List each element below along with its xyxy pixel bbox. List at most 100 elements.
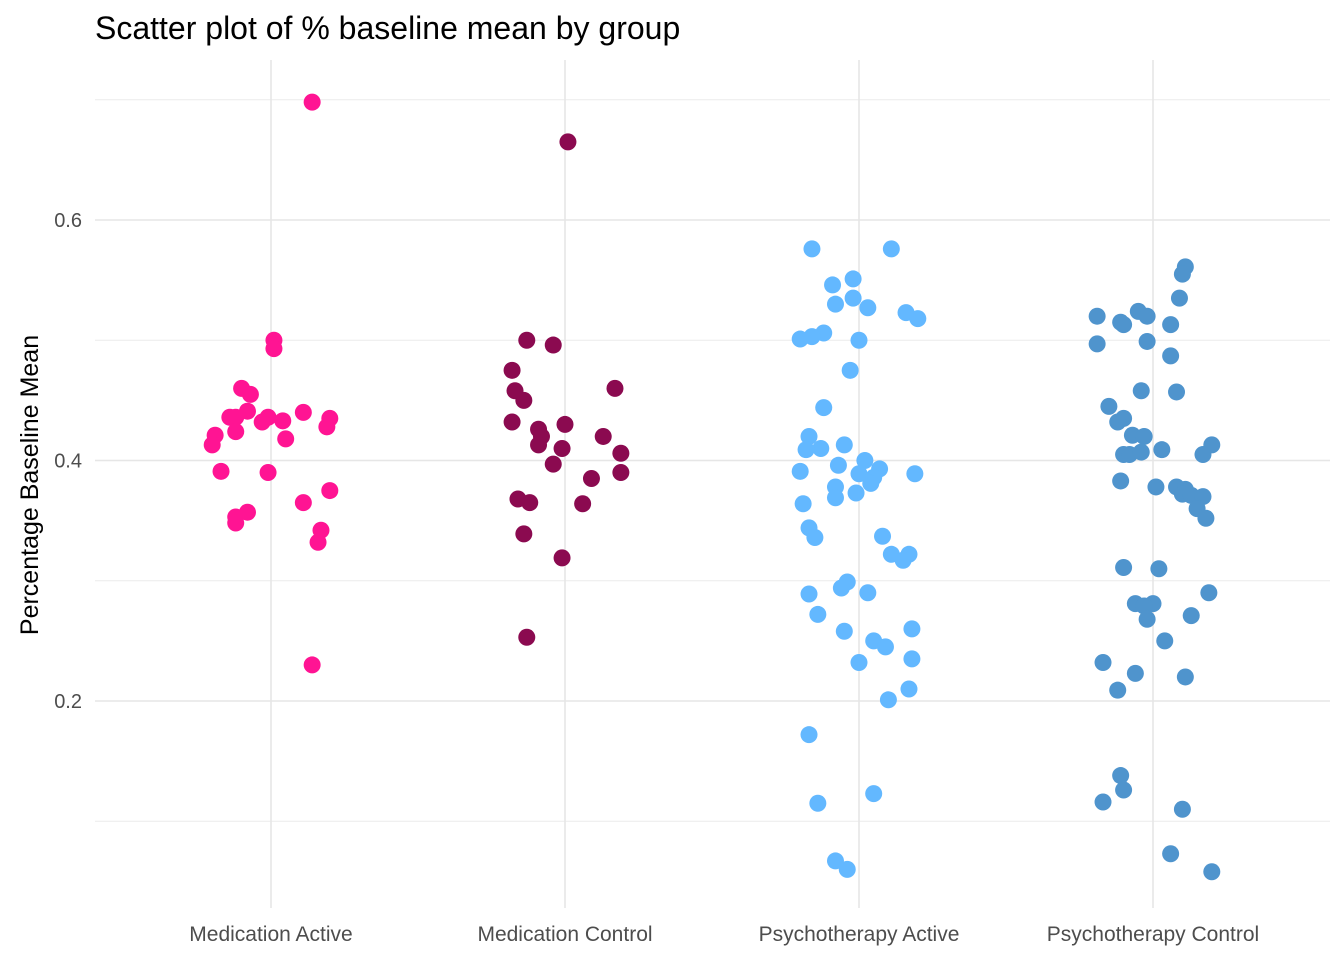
data-point — [1203, 863, 1221, 881]
data-point — [826, 489, 844, 507]
data-point — [882, 240, 900, 258]
x-tick-label: Psychotherapy Active — [759, 923, 960, 946]
data-point — [1109, 681, 1127, 699]
data-point — [1115, 316, 1133, 334]
data-point — [862, 474, 880, 492]
data-point — [594, 427, 612, 445]
data-point — [1132, 382, 1150, 400]
data-point — [1115, 559, 1133, 577]
data-point — [812, 439, 830, 457]
data-point — [903, 620, 921, 638]
x-axis-ticks: Medication Active Medication Control Psych… — [189, 923, 1259, 946]
data-point — [1197, 509, 1215, 527]
data-point — [794, 495, 812, 513]
data-point — [1100, 397, 1118, 415]
data-point — [826, 295, 844, 313]
data-point — [556, 415, 574, 433]
data-point — [876, 638, 894, 656]
data-point — [826, 852, 844, 870]
data-point — [582, 470, 600, 488]
data-point — [321, 482, 339, 500]
data-point — [879, 691, 897, 709]
y-tick-label: 0.2 — [54, 691, 82, 713]
data-point — [515, 391, 533, 409]
data-point — [844, 289, 862, 307]
data-point — [797, 441, 815, 459]
data-point — [530, 436, 548, 454]
data-point — [900, 680, 918, 698]
data-point — [521, 494, 539, 512]
data-point — [1135, 427, 1153, 445]
y-axis-ticks: 0.2 0.4 0.6 — [54, 210, 82, 713]
data-point — [824, 276, 842, 294]
data-point — [1126, 664, 1144, 682]
data-point — [1173, 800, 1191, 818]
data-point — [1094, 654, 1112, 672]
data-point — [909, 310, 927, 328]
data-point — [800, 726, 818, 744]
data-point — [1168, 383, 1186, 401]
data-point — [856, 452, 874, 469]
data-point — [847, 484, 865, 502]
data-point — [1162, 845, 1180, 863]
data-point — [503, 361, 521, 379]
data-point — [544, 336, 562, 354]
data-point — [1112, 472, 1130, 490]
data-point — [874, 527, 892, 545]
data-point — [606, 379, 624, 397]
x-tick-label: Medication Control — [477, 923, 652, 946]
data-point — [612, 464, 630, 482]
data-point — [518, 331, 536, 349]
data-point — [1088, 335, 1106, 353]
data-point — [844, 270, 862, 288]
data-point — [1162, 316, 1180, 334]
data-point — [1170, 289, 1188, 307]
data-point — [835, 622, 853, 640]
x-tick-label: Medication Active — [189, 923, 352, 946]
data-point — [835, 436, 853, 454]
data-point — [294, 494, 312, 512]
data-point — [841, 361, 859, 379]
y-tick-label: 0.6 — [54, 210, 82, 232]
data-point — [559, 133, 577, 151]
y-tick-label: 0.4 — [54, 451, 82, 473]
data-point — [1150, 560, 1168, 578]
data-point — [503, 413, 521, 431]
data-point — [303, 93, 321, 111]
data-point — [227, 423, 245, 441]
x-tick-label: Psychotherapy Control — [1047, 923, 1259, 946]
data-point — [859, 584, 877, 602]
data-point — [515, 525, 533, 543]
data-point — [1147, 478, 1165, 496]
data-point — [1138, 610, 1156, 628]
data-point — [303, 656, 321, 674]
data-points — [203, 93, 1221, 881]
data-point — [1153, 441, 1171, 459]
data-point — [809, 605, 827, 623]
data-point — [894, 551, 912, 569]
data-point — [803, 240, 821, 258]
data-point — [1094, 793, 1112, 811]
data-point — [1194, 445, 1212, 463]
data-point — [309, 533, 327, 551]
data-point — [791, 330, 809, 348]
data-point — [203, 436, 221, 454]
data-point — [1162, 347, 1180, 365]
data-point — [838, 860, 856, 878]
data-point — [1182, 607, 1200, 625]
data-point — [265, 340, 283, 358]
data-point — [553, 549, 571, 567]
data-point — [865, 785, 883, 803]
chart-title: Scatter plot of % baseline mean by group — [95, 10, 681, 46]
data-point — [800, 585, 818, 603]
data-point — [859, 299, 877, 317]
data-point — [806, 528, 824, 546]
data-point — [1138, 332, 1156, 350]
data-point — [809, 794, 827, 812]
data-point — [1176, 668, 1194, 686]
data-point — [903, 650, 921, 668]
data-point — [544, 455, 562, 473]
data-point — [791, 462, 809, 480]
data-point — [1138, 307, 1156, 325]
